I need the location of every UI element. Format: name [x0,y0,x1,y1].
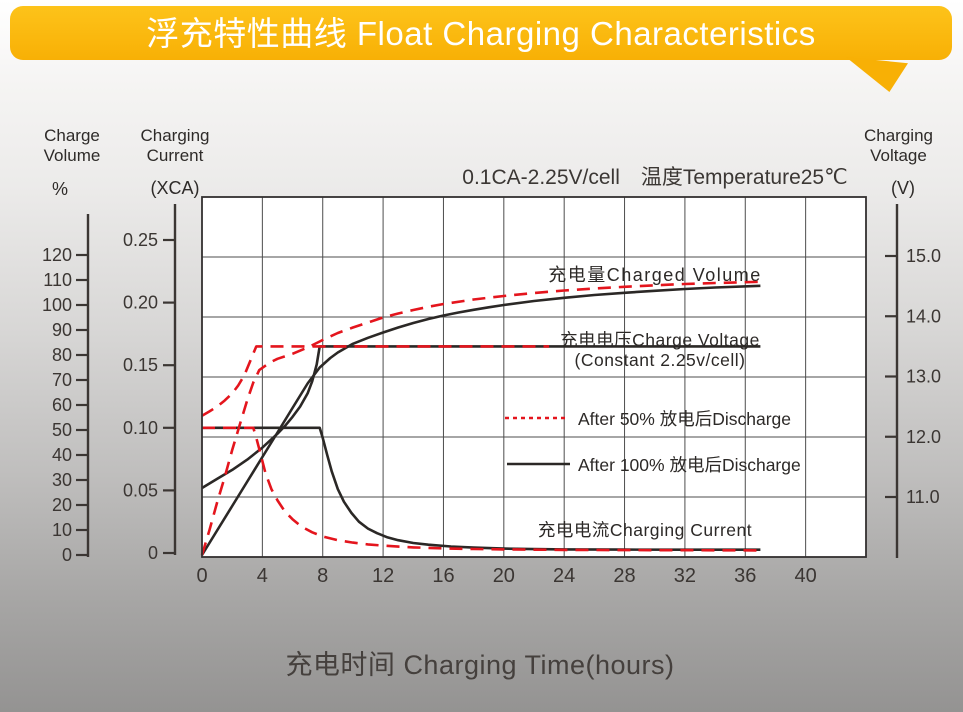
current-axis-title-line1: Charging [140,126,210,145]
voltage-axis-unit: (V) [891,178,915,198]
x-tick-label: 0 [196,565,207,587]
x-tick-label: 8 [317,565,328,587]
volume-tick-label: 60 [52,395,72,415]
curve-volume-50 [200,280,761,556]
current-tick-label: 0.15 [123,355,158,375]
voltage-tick-label: 12.0 [906,427,941,447]
legend-label-50-discharge: After 50% 放电后Discharge [578,409,791,429]
current-tick-label: 0.25 [123,230,158,250]
current-tick-label: 0.20 [123,293,158,313]
volume-tick-label: 0 [62,545,72,565]
volume-tick-label: 90 [52,320,72,340]
charge-voltage-label-line1: 充电电压Charge Voltage [560,330,760,350]
charge-voltage-label-line2: (Constant 2.25v/cell) [574,350,746,370]
x-axis-title: 充电时间 Charging Time(hours) [285,650,675,680]
condition-heading: 0.1CA-2.25V/cell 温度Temperature25℃ [462,166,848,189]
voltage-tick-label: 11.0 [906,487,940,507]
curve-voltage-100 [201,345,761,490]
volume-tick-label: 110 [43,270,72,290]
x-tick-label: 20 [493,565,515,587]
voltage-tick-label: 15.0 [906,246,941,266]
volume-axis-title-line1: Charge [44,126,100,145]
current-axis-title-line2: Current [146,146,204,165]
voltage-axis-title: Charging Voltage [846,126,951,166]
curve-voltage-50 [201,345,550,417]
volume-tick-label: 100 [42,295,72,315]
x-tick-label: 40 [795,565,817,587]
volume-tick-label: 40 [52,445,72,465]
voltage-tick-label: 14.0 [906,306,941,326]
current-tick-label: 0.10 [123,418,158,438]
volume-tick-label: 50 [52,420,72,440]
current-axis-unit: (XCA) [150,178,200,198]
voltage-axis-title-line2: Voltage [870,146,927,165]
current-tick-label: 0.05 [123,480,158,500]
x-tick-label: 24 [553,565,575,587]
x-tick-label: 16 [432,565,454,587]
current-tick-label: 0 [148,543,158,563]
voltage-tick-label: 13.0 [906,367,941,387]
plot-border [201,196,867,558]
volume-tick-label: 30 [52,470,72,490]
volume-axis-title: Charge Volume [22,126,122,166]
page-title: 浮充特性曲线 Float Charging Characteristics [146,15,816,52]
volume-tick-label: 20 [52,495,72,515]
charged-volume-label: 充电量Charged Volume [548,265,762,285]
x-tick-label: 28 [613,565,635,587]
legend-label-100-discharge: After 100% 放电后Discharge [578,455,801,475]
x-tick-label: 36 [734,565,756,587]
volume-tick-label: 10 [52,520,72,540]
current-axis-title: Charging Current [125,126,225,166]
volume-axis-unit: % [51,179,68,199]
title-banner: 浮充特性曲线 Float Charging Characteristics [10,6,952,60]
volume-tick-label: 80 [52,345,72,365]
curve-current-50 [202,426,761,552]
x-tick-label: 12 [372,565,394,587]
volume-axis-title-line2: Volume [43,146,101,165]
x-tick-label: 4 [257,565,268,587]
volume-tick-label: 70 [52,370,72,390]
x-tick-label: 32 [674,565,696,587]
volume-tick-label: 120 [42,245,72,265]
charging-current-label: 充电电流Charging Current [537,520,753,540]
voltage-axis-title-line1: Charging [864,126,933,145]
